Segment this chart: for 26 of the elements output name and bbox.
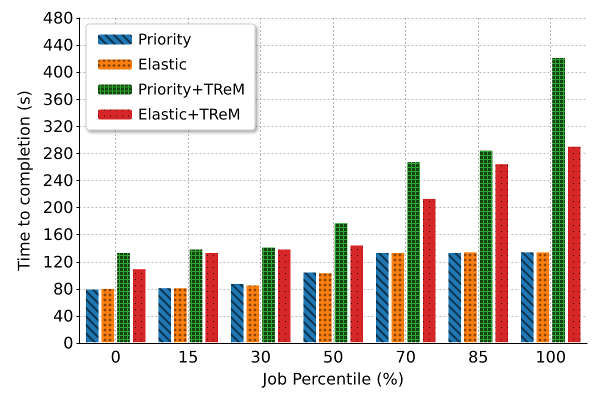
legend-label: Elastic+TReM (138, 106, 241, 124)
y-tick-label: 240 (42, 171, 74, 190)
x-tick-label: 50 (323, 348, 344, 366)
x-tick-label: 85 (468, 348, 488, 366)
legend-label: Elastic (138, 56, 187, 74)
x-tick-label: 0 (110, 348, 121, 366)
y-tick-label: 400 (42, 62, 74, 82)
x-tick-label: 30 (250, 348, 271, 366)
x-axis-title: Job Percentile (%) (261, 370, 404, 388)
y-tick-label: 40 (53, 306, 74, 326)
y-tick-label: 80 (53, 279, 74, 298)
x-tick-label: 100 (535, 348, 566, 366)
y-tick-label: 480 (42, 8, 74, 28)
x-tick-label: 15 (178, 348, 198, 366)
legend-label: Priority+TReM (138, 80, 246, 98)
y-tick-label: 320 (42, 116, 74, 136)
y-axis-title: Time to completion (s) (14, 90, 34, 272)
y-tick-label: 160 (42, 225, 74, 244)
legend-label: Priority (138, 30, 192, 48)
y-tick-label: 280 (42, 144, 74, 163)
y-tick-label: 0 (63, 334, 74, 352)
x-tick-label: 70 (396, 348, 416, 366)
y-tick-label: 200 (42, 198, 74, 218)
y-tick-label: 440 (42, 36, 74, 55)
y-tick-label: 120 (42, 252, 74, 272)
y-tick-label: 360 (42, 90, 74, 109)
